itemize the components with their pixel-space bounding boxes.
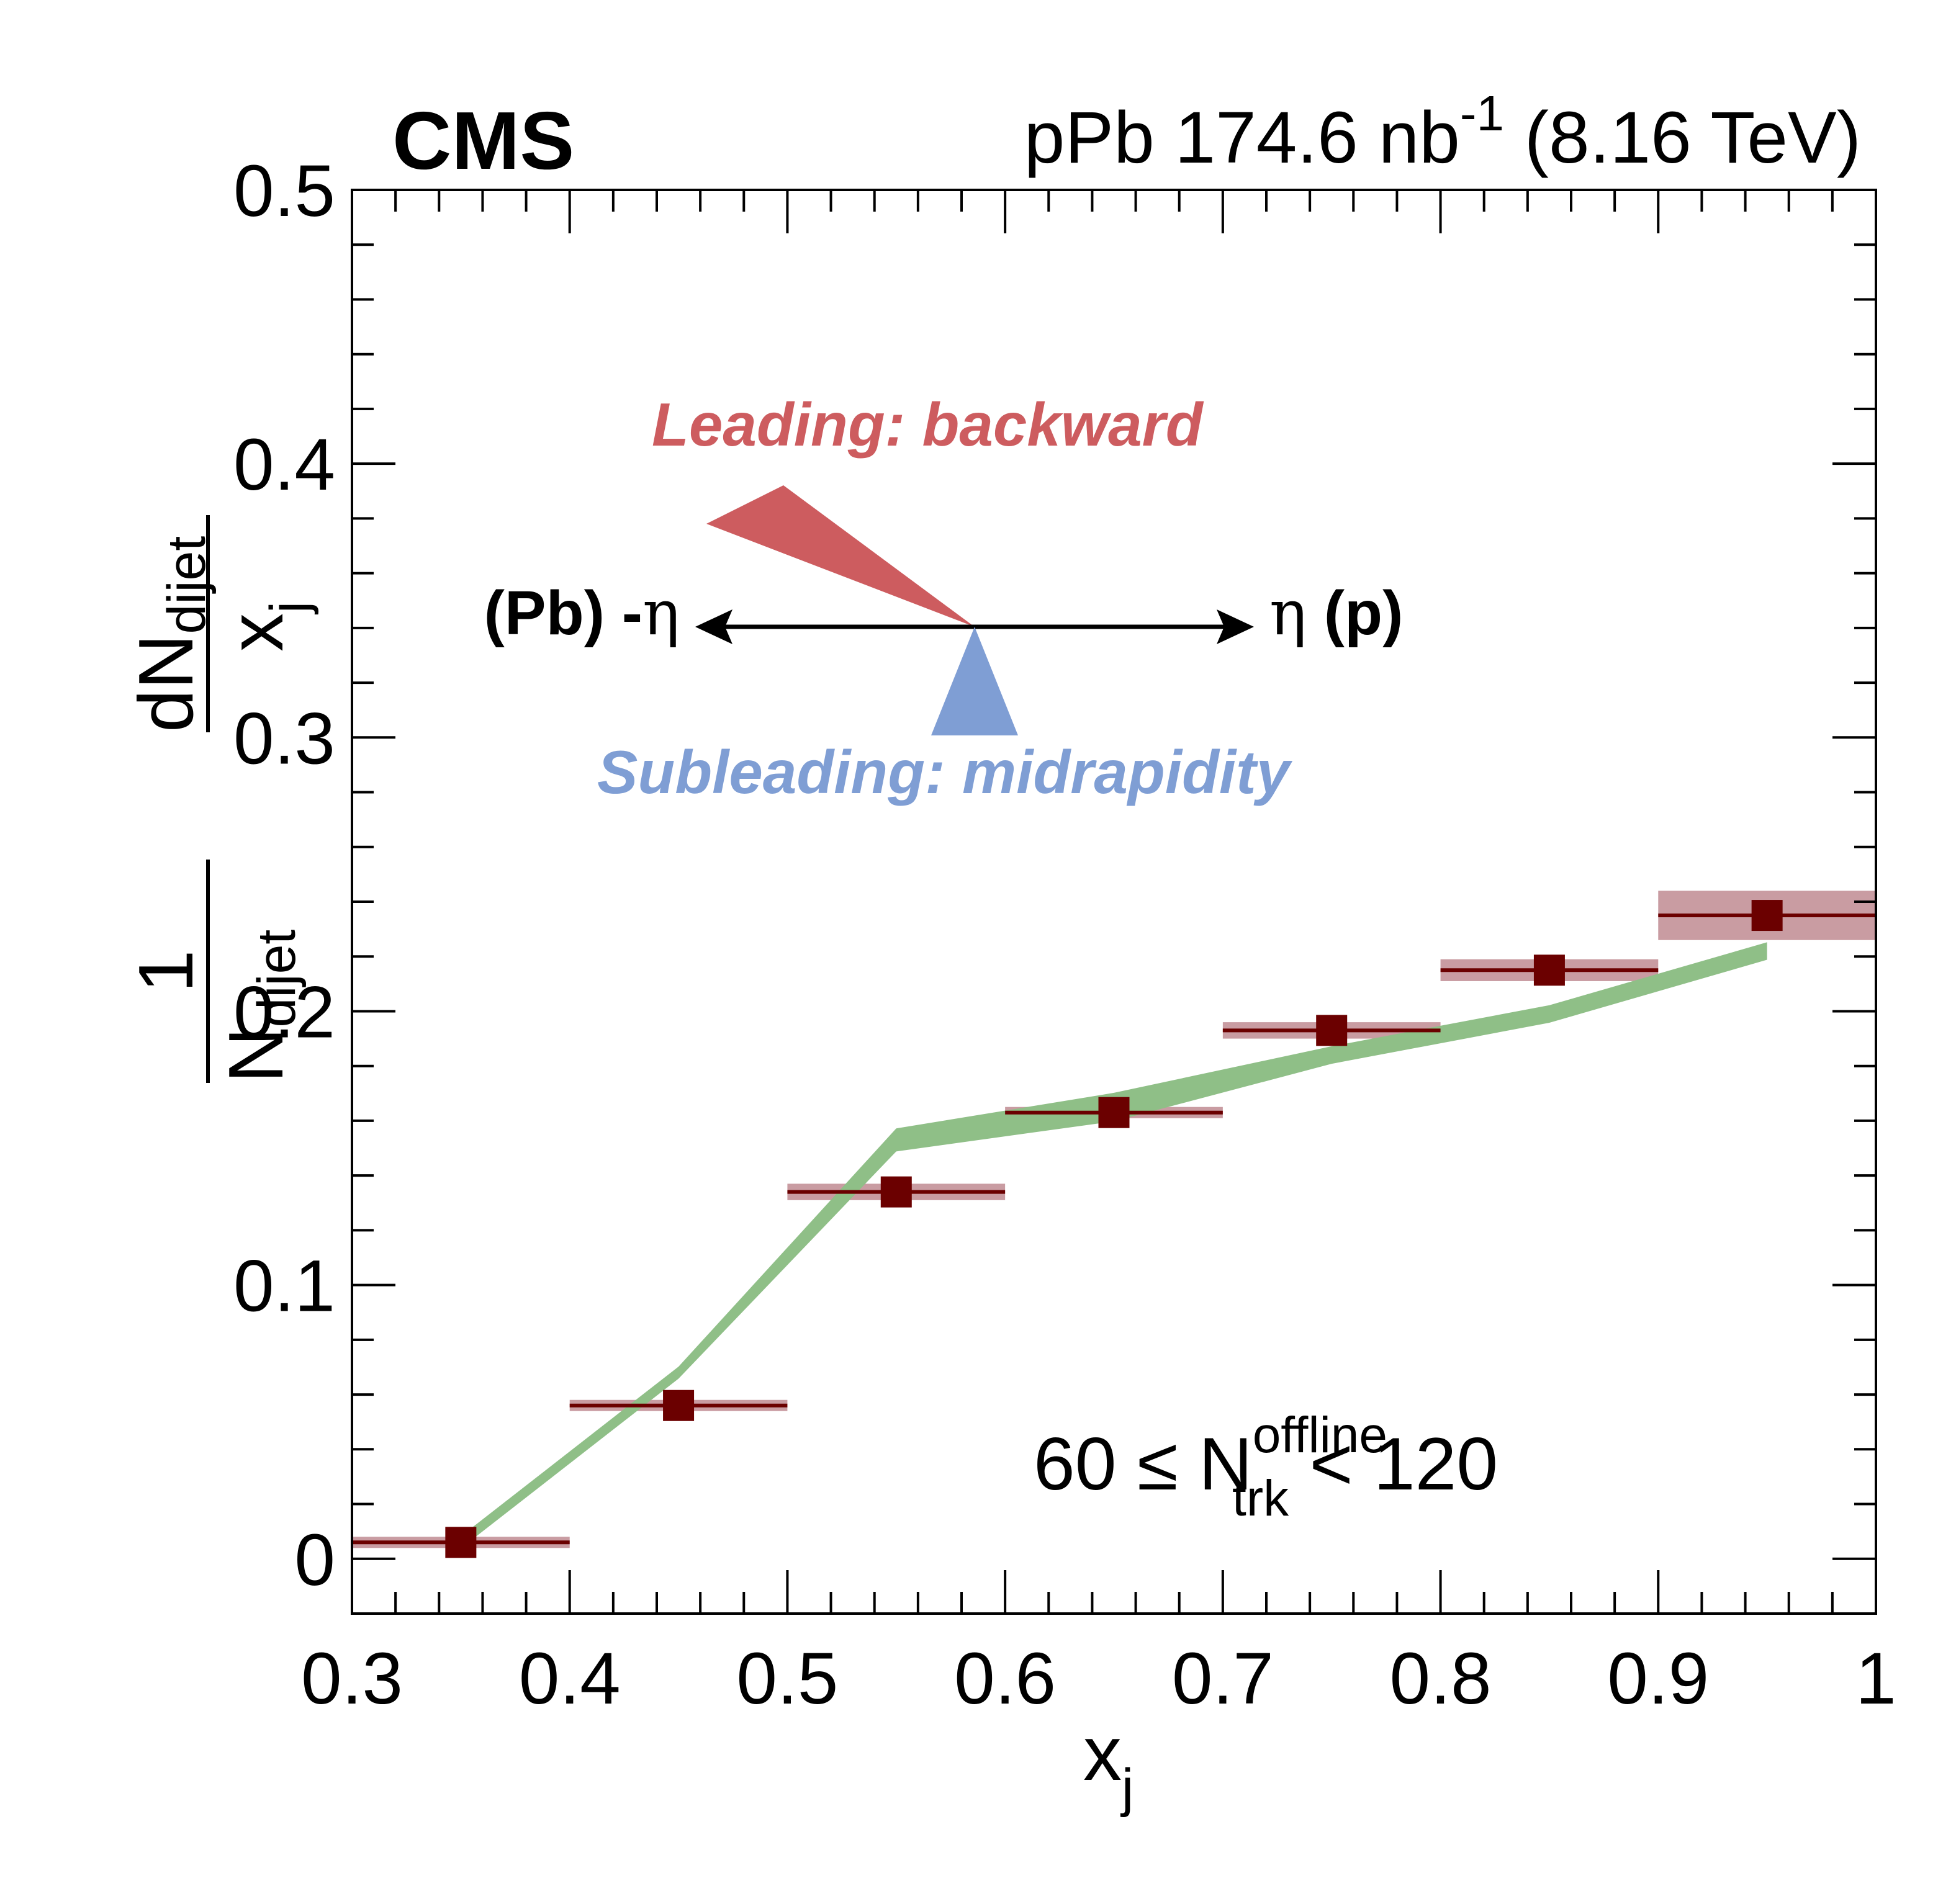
- experiment-label: CMS: [392, 95, 574, 186]
- y-tick-label: 0: [294, 1519, 335, 1601]
- subleading-jet-wedge: [931, 627, 1018, 735]
- x-tick-labels: 0.3 0.4 0.5 0.6 0.7 0.8 0.9 1: [301, 1638, 1896, 1720]
- right-eta-label: η (p): [1269, 577, 1403, 649]
- y-tick-label: 0.2: [233, 971, 335, 1053]
- y-tick-labels: 0 0.1 0.2 0.3 0.4 0.5: [233, 150, 335, 1601]
- left-eta-label: (Pb) -η: [484, 577, 680, 649]
- leading-jet-wedge: [706, 485, 975, 627]
- lumi-label: pPb 174.6 nb-1 (8.16 TeV): [1024, 86, 1861, 179]
- x-tick-label: 0.8: [1390, 1638, 1492, 1720]
- lumi-exponent: -1: [1460, 86, 1504, 141]
- y-tick-label: 0.3: [233, 698, 335, 779]
- axis-ticks: [351, 189, 1877, 1615]
- x-tick-label: 0.6: [954, 1638, 1056, 1720]
- x-axis-title: xj: [1083, 1711, 1133, 1818]
- y-title-numerator-1: 1: [124, 950, 209, 993]
- y-tick-label: 0.1: [233, 1246, 335, 1327]
- y-title-numerator-2: dNdijet: [124, 536, 217, 732]
- data-point: [1098, 1097, 1130, 1128]
- data-point: [445, 1527, 477, 1558]
- y-tick-label: 0.5: [233, 150, 335, 232]
- data-point: [880, 1176, 912, 1208]
- eta-axis-arrow-right-head: [1217, 609, 1254, 644]
- data-point: [1533, 954, 1565, 986]
- y-title-denominator-2: xj: [214, 601, 319, 652]
- lumi-prefix: pPb 174.6 nb: [1024, 97, 1460, 179]
- leading-label: Leading: backward: [652, 390, 1204, 459]
- data-point: [663, 1390, 695, 1421]
- x-tick-label: 1: [1855, 1638, 1896, 1720]
- subleading-label: Subleading: midrapidity: [597, 738, 1293, 806]
- x-tick-label: 0.9: [1607, 1638, 1709, 1720]
- x-tick-label: 0.5: [736, 1638, 838, 1720]
- x-tick-label: 0.3: [301, 1638, 403, 1720]
- lumi-suffix: (8.16 TeV): [1504, 97, 1861, 179]
- x-tick-label: 0.7: [1172, 1638, 1274, 1720]
- multiplicity-annotation: 60 ≤ Noffline trk < 120: [1034, 1407, 1498, 1527]
- y-tick-label: 0.4: [233, 424, 335, 506]
- x-tick-label: 0.4: [519, 1638, 621, 1720]
- y-title-denominator-1: Ndijet: [214, 930, 307, 1083]
- data-points: [352, 900, 1876, 1558]
- eta-axis-arrow-left-head: [695, 609, 732, 644]
- y-axis-title: 1 Ndijet dNdijet xj: [124, 515, 319, 1083]
- data-point: [1316, 1015, 1348, 1046]
- data-point: [1751, 900, 1783, 932]
